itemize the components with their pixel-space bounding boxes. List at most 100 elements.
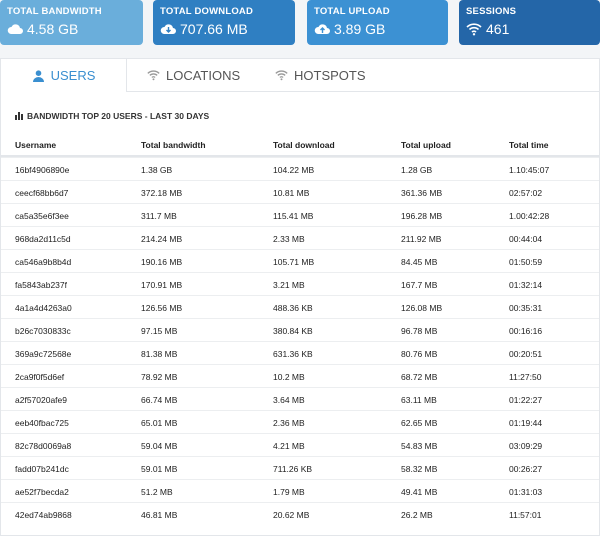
table-cell: 03:09:29 xyxy=(509,440,543,451)
wifi-icon xyxy=(275,70,288,81)
table-cell: 1.10:45:07 xyxy=(509,164,550,175)
table-cell: 68.72 MB xyxy=(401,371,438,382)
table-cell: 62.65 MB xyxy=(401,417,438,428)
panel: USERS LOCATIONS HOTSPOTS BANDWIDTH TOP 2… xyxy=(0,58,600,536)
tab-label: HOTSPOTS xyxy=(294,67,366,83)
card-value: 707.66 MB xyxy=(180,21,248,37)
table-cell: a2f57020afe9 xyxy=(15,394,67,405)
table-cell: ca5a35e6f3ee xyxy=(15,210,69,221)
column-header: Total download xyxy=(273,140,335,150)
table-cell: eeb40fbac725 xyxy=(15,417,69,428)
table-cell: 711.26 KB xyxy=(273,463,313,474)
table-cell: 104.22 MB xyxy=(273,164,315,175)
table-row: ca546a9b8b4d 190.16 MB 105.71 MB 84.45 MB 01… xyxy=(1,249,599,273)
table-cell: 97.15 MB xyxy=(141,325,178,336)
tab[interactable]: HOTSPOTS xyxy=(275,59,366,91)
table-cell: 4.21 MB xyxy=(273,440,305,451)
table-cell: 11:27:50 xyxy=(509,371,542,382)
table-cell: 4a1a4d4263a0 xyxy=(15,302,72,313)
tab[interactable]: USERS xyxy=(1,59,127,92)
table-cell: 2ca9f0f5d6ef xyxy=(15,371,65,382)
table-cell: 115.41 MB xyxy=(273,210,314,221)
table-cell: 58.32 MB xyxy=(401,463,438,474)
table-cell: fadd07b241dc xyxy=(15,463,69,474)
table-cell: 190.16 MB xyxy=(141,256,183,267)
table-row: ca5a35e6f3ee 311.7 MB 115.41 MB 196.28 MB 1.… xyxy=(1,203,599,227)
table-cell: ceecf68bb6d7 xyxy=(15,187,69,198)
table-cell: 170.91 MB xyxy=(141,279,183,290)
card-label: SESSIONS xyxy=(466,6,517,17)
table-cell: 78.92 MB xyxy=(141,371,178,382)
table-cell: 00:16:16 xyxy=(509,325,543,336)
card-value: 461 xyxy=(486,21,510,37)
table-cell: 82c78d0069a8 xyxy=(15,440,72,451)
table-cell: 01:50:59 xyxy=(509,256,543,267)
table-cell: 361.36 MB xyxy=(401,187,443,198)
table-cell: 63.11 MB xyxy=(401,394,437,405)
card-value-row: 4.58 GB xyxy=(7,21,136,37)
table-cell: 372.18 MB xyxy=(141,187,183,198)
table-cell: 968da2d11c5d xyxy=(15,233,71,244)
table-cell: 26.2 MB xyxy=(401,509,433,520)
stat-card: TOTAL BANDWIDTH 4.58 GB xyxy=(0,0,143,45)
table-row: a2f57020afe9 66.74 MB 3.64 MB 63.11 MB 01:22… xyxy=(1,387,599,411)
card-label: TOTAL DOWNLOAD xyxy=(160,6,254,17)
table-cell: 20.62 MB xyxy=(273,509,310,520)
table-cell: 167.7 MB xyxy=(401,279,438,290)
table-row: ae52f7becda2 51.2 MB 1.79 MB 49.41 MB 01:31:… xyxy=(1,479,599,503)
card-value: 3.89 GB xyxy=(334,21,386,37)
table-cell: 1.00:42:28 xyxy=(509,210,550,221)
table-cell: 65.01 MB xyxy=(141,417,178,428)
card-label: TOTAL BANDWIDTH xyxy=(7,6,102,17)
table-cell: 59.01 MB xyxy=(141,463,178,474)
upload-icon xyxy=(314,24,330,34)
table-cell: 00:20:51 xyxy=(509,348,543,359)
table-title: BANDWIDTH TOP 20 USERS - LAST 30 DAYS xyxy=(27,111,210,121)
table-cell: 1.28 GB xyxy=(401,164,433,175)
table-row: fa5843ab237f 170.91 MB 3.21 MB 167.7 MB 01:3… xyxy=(1,272,599,296)
table-row: 2ca9f0f5d6ef 78.92 MB 10.2 MB 68.72 MB 11:27… xyxy=(1,364,599,388)
table-row: 16bf4906890e 1.38 GB 104.22 MB 1.28 GB 1.10:… xyxy=(1,157,599,181)
table-cell: 3.21 MB xyxy=(273,279,305,290)
table-row: 4a1a4d4263a0 126.56 MB 488.36 KB 126.08 MB 0… xyxy=(1,295,599,319)
card-value-row: 707.66 MB xyxy=(160,21,288,37)
table-cell: 211.92 MB xyxy=(401,233,442,244)
cloud-icon xyxy=(7,24,23,34)
table-cell: 42ed74ab9868 xyxy=(15,509,72,520)
stat-card: TOTAL UPLOAD 3.89 GB xyxy=(307,0,448,45)
table-cell: 380.84 KB xyxy=(273,325,313,336)
table-cell: fa5843ab237f xyxy=(15,279,67,290)
table-cell: 196.28 MB xyxy=(401,210,443,221)
table-cell: ca546a9b8b4d xyxy=(15,256,72,267)
table-cell: 80.76 MB xyxy=(401,348,438,359)
table-row: 42ed74ab9868 46.81 MB 20.62 MB 26.2 MB 11:57… xyxy=(1,502,599,526)
chart-icon xyxy=(15,112,23,120)
table-cell: 1.38 GB xyxy=(141,164,173,175)
column-header: Total bandwidth xyxy=(141,140,206,150)
table-cell: 311.7 MB xyxy=(141,210,177,221)
stat-card: TOTAL DOWNLOAD 707.66 MB xyxy=(153,0,295,45)
table-cell: 631.36 KB xyxy=(273,348,313,359)
table-row: ceecf68bb6d7 372.18 MB 10.81 MB 361.36 MB 02… xyxy=(1,180,599,204)
tab-bar: USERS LOCATIONS HOTSPOTS xyxy=(1,59,599,92)
table-cell: 01:19:44 xyxy=(509,417,543,428)
table-row: eeb40fbac725 65.01 MB 2.36 MB 62.65 MB 01:19… xyxy=(1,410,599,434)
table-cell: 84.45 MB xyxy=(401,256,438,267)
column-header: Total time xyxy=(509,140,549,150)
card-label: TOTAL UPLOAD xyxy=(314,6,390,17)
table-cell: 126.08 MB xyxy=(401,302,443,313)
table-cell: ae52f7becda2 xyxy=(15,486,69,497)
table-cell: 1.79 MB xyxy=(273,486,305,497)
table-row: fadd07b241dc 59.01 MB 711.26 KB 58.32 MB 00:… xyxy=(1,456,599,480)
table-cell: 00:35:31 xyxy=(509,302,543,313)
tab-label: USERS xyxy=(50,68,96,83)
table-cell: 2.36 MB xyxy=(273,417,305,428)
table-cell: 00:44:04 xyxy=(509,233,543,244)
table-cell: 54.83 MB xyxy=(401,440,438,451)
table-cell: 00:26:27 xyxy=(509,463,543,474)
table-cell: 11:57:01 xyxy=(509,509,542,520)
tab[interactable]: LOCATIONS xyxy=(147,59,240,91)
wifi-icon xyxy=(466,23,482,36)
tab-label: LOCATIONS xyxy=(166,67,241,83)
